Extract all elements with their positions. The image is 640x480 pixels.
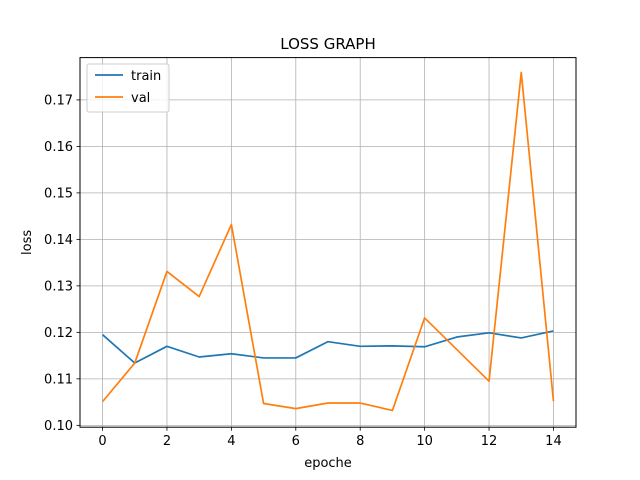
- x-tick-label: 10: [416, 434, 433, 449]
- series-line-train: [101, 330, 554, 364]
- y-tick-label: 0.10: [44, 419, 73, 434]
- x-tick-label: 6: [292, 434, 300, 449]
- series-line-val: [101, 71, 555, 412]
- y-tick-label: 0.11: [44, 372, 73, 387]
- series-lines: [101, 71, 555, 412]
- x-tick-label: 2: [163, 434, 171, 449]
- x-tick-label: 0: [98, 434, 106, 449]
- x-axis-ticks: 0 2 4 6 8 10 12 14: [98, 427, 562, 449]
- y-tick-label: 0.16: [44, 140, 73, 155]
- y-tick-label: 0.15: [44, 186, 73, 201]
- x-tick-label: 12: [481, 434, 498, 449]
- y-axis-label: loss: [20, 230, 35, 255]
- plot-frame: [79, 57, 577, 428]
- y-tick-label: 0.17: [44, 93, 73, 108]
- legend-label-val: val: [131, 91, 150, 106]
- y-tick-label: 0.12: [44, 326, 73, 341]
- legend-box: [86, 63, 170, 113]
- legend-label-train: train: [131, 69, 161, 84]
- chart-title: LOSS GRAPH: [280, 35, 375, 53]
- x-axis-label: epoche: [304, 456, 352, 471]
- x-tick-label: 14: [545, 434, 562, 449]
- x-tick-label: 8: [356, 434, 364, 449]
- y-tick-label: 0.14: [44, 233, 73, 248]
- y-axis-ticks: 0.10 0.11 0.12 0.13 0.14 0.15 0.16 0.17: [44, 93, 80, 434]
- legend: train val: [86, 63, 170, 113]
- y-tick-label: 0.13: [44, 279, 73, 294]
- x-tick-label: 4: [227, 434, 235, 449]
